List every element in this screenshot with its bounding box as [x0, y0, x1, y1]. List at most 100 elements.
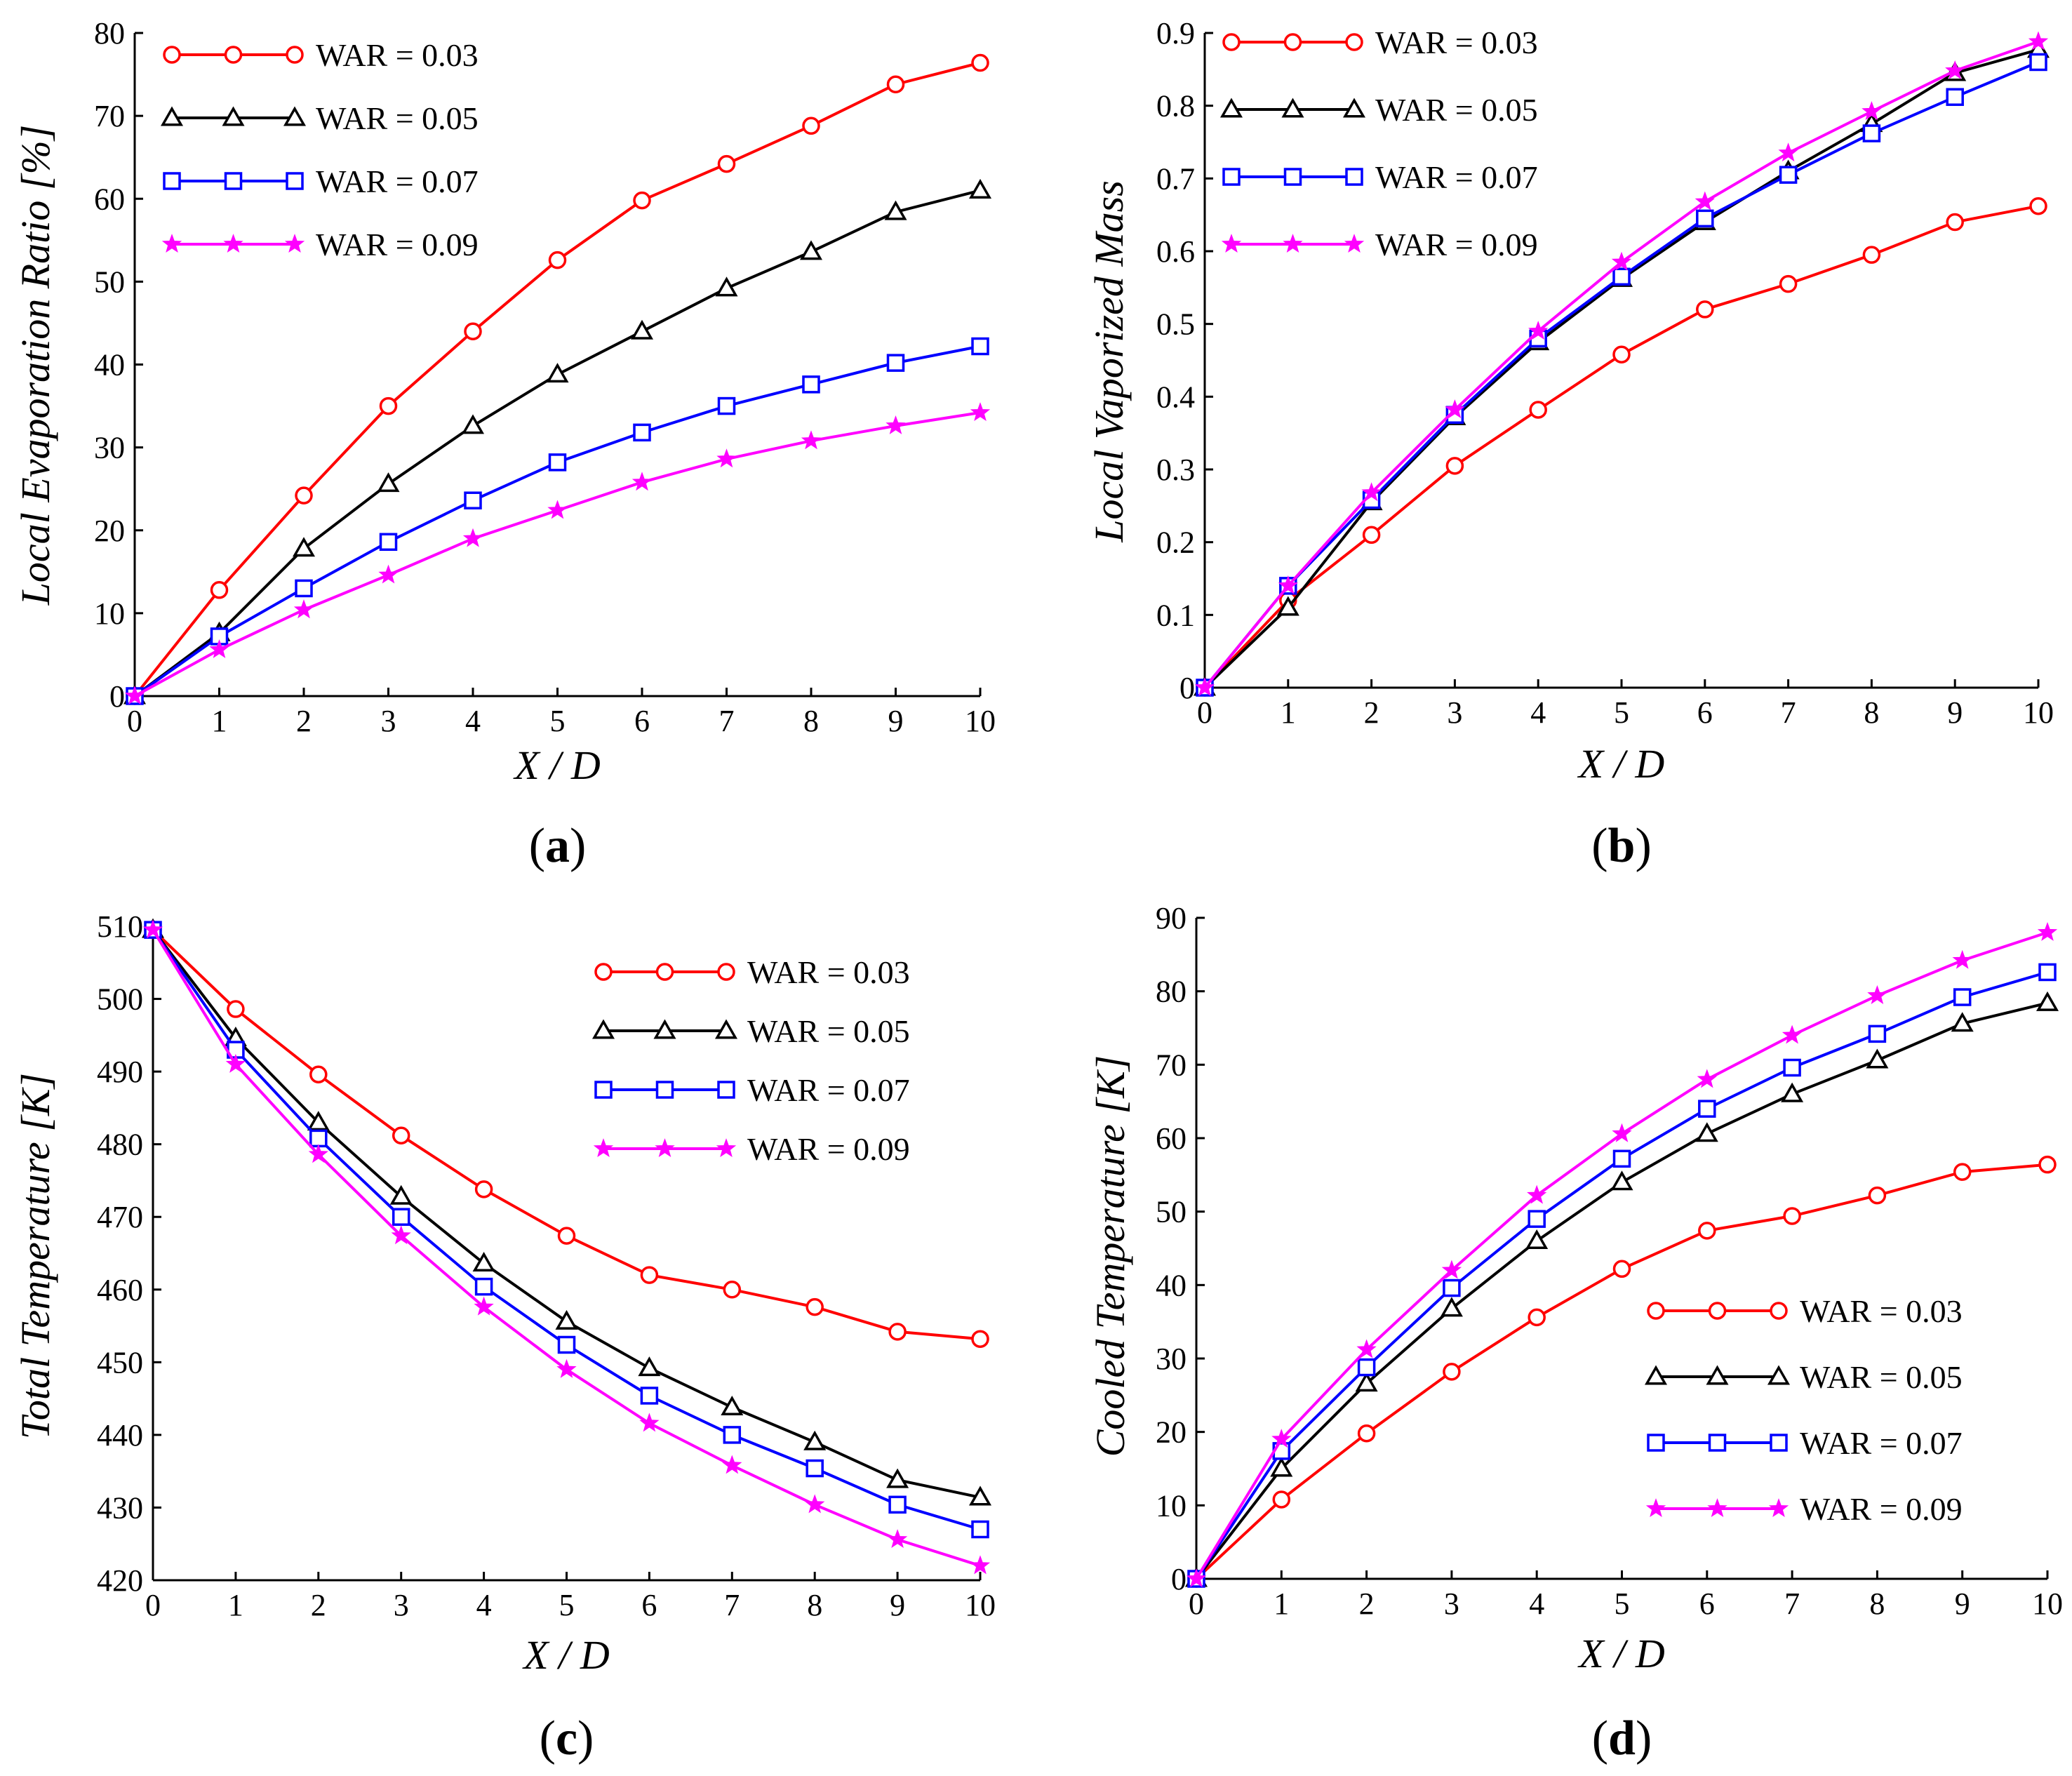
legend-entry: WAR = 0.03 — [1222, 25, 1538, 60]
legend-marker — [1283, 234, 1303, 253]
x-tick-label: 3 — [394, 1588, 409, 1622]
y-tick-label: 460 — [97, 1273, 143, 1307]
legend-marker — [1344, 234, 1365, 253]
data-point — [548, 453, 567, 472]
legend-entry: WAR = 0.03 — [1647, 1293, 1963, 1329]
y-tick-label: 0 — [1171, 1562, 1187, 1596]
data-point — [802, 375, 820, 394]
data-point — [547, 500, 568, 519]
x-tick-label: 2 — [296, 704, 312, 738]
data-point — [723, 1281, 742, 1299]
legend-entry: WAR = 0.05 — [1644, 1359, 1963, 1395]
y-tick-label: 0.5 — [1156, 307, 1195, 342]
data-point — [723, 1426, 742, 1444]
x-axis-title: X / D — [522, 1632, 610, 1678]
data-point — [1867, 984, 1887, 1005]
data-point — [715, 276, 738, 297]
legend-marker — [1708, 1434, 1727, 1452]
data-point — [1355, 1372, 1378, 1392]
y-tick-label: 30 — [94, 431, 125, 465]
data-point — [1612, 1260, 1631, 1278]
y-tick-label: 420 — [97, 1563, 143, 1598]
y-tick-label: 0.6 — [1156, 234, 1195, 269]
series-0.09 — [124, 402, 991, 705]
legend-label: WAR = 0.09 — [1800, 1491, 1963, 1527]
x-tick-label: 5 — [1614, 695, 1629, 730]
data-point — [209, 639, 229, 658]
y-tick-label: 40 — [1156, 1268, 1187, 1302]
x-tick-label: 6 — [641, 1588, 657, 1622]
data-point — [1946, 88, 1964, 106]
data-point — [1953, 988, 1972, 1006]
data-point — [548, 251, 567, 269]
legend-label: WAR = 0.07 — [1375, 159, 1538, 195]
legend-marker — [161, 234, 182, 253]
data-point — [630, 319, 654, 340]
legend-label: WAR = 0.05 — [316, 100, 479, 136]
data-point — [546, 363, 569, 383]
x-tick-label: 9 — [888, 704, 904, 738]
data-point — [379, 396, 398, 415]
x-tick-label: 8 — [1869, 1587, 1885, 1621]
legend-marker — [1219, 98, 1243, 118]
data-point — [1271, 1429, 1292, 1448]
series-0.05 — [1184, 991, 2059, 1587]
legend-entry: WAR = 0.05 — [160, 100, 479, 136]
legend: WAR = 0.03 WAR = 0.05 WAR = 0.07 WAR = 0.09 — [1219, 25, 1538, 262]
data-point — [1527, 1184, 1547, 1204]
y-tick-label: 500 — [97, 982, 143, 1017]
data-point — [631, 472, 653, 491]
data-point — [1778, 142, 1798, 162]
legend-marker — [1647, 1434, 1665, 1452]
legend-marker — [1345, 33, 1363, 51]
data-point — [472, 1251, 495, 1271]
data-point — [378, 564, 399, 584]
data-point — [1862, 246, 1881, 264]
data-point — [392, 1208, 410, 1226]
legend-label: WAR = 0.07 — [1800, 1425, 1963, 1461]
data-point — [1270, 1457, 1293, 1477]
legend-label: WAR = 0.07 — [747, 1072, 910, 1108]
x-tick-label: 3 — [1447, 695, 1462, 730]
y-tick-label: 10 — [94, 596, 125, 631]
data-point — [1612, 1123, 1632, 1142]
y-tick-label: 50 — [1156, 1195, 1187, 1229]
data-point — [806, 1459, 824, 1478]
x-tick-label: 7 — [1784, 1587, 1800, 1621]
legend-marker — [714, 1019, 738, 1039]
legend-entry: WAR = 0.09 — [593, 1131, 910, 1167]
y-tick-label: 0.1 — [1156, 598, 1195, 632]
data-point — [806, 1297, 824, 1316]
x-tick-label: 2 — [311, 1588, 326, 1622]
data-point — [2036, 991, 2059, 1011]
y-tick-label: 0 — [1179, 671, 1195, 705]
data-point — [1445, 399, 1465, 419]
x-tick-label: 4 — [1530, 695, 1546, 730]
data-point — [309, 1129, 328, 1148]
data-point — [1525, 1229, 1549, 1250]
legend-marker — [594, 1081, 613, 1099]
data-point — [888, 1323, 907, 1341]
y-tick-label: 20 — [1156, 1415, 1187, 1450]
data-point — [970, 1555, 991, 1575]
legend-marker — [286, 46, 304, 64]
data-point — [1528, 1308, 1546, 1327]
data-point — [633, 423, 651, 442]
data-point — [1781, 1082, 1804, 1102]
legend-entry: WAR = 0.05 — [1219, 92, 1538, 128]
x-tick-label: 6 — [634, 704, 650, 738]
data-point — [1443, 1363, 1461, 1381]
data-point — [640, 1266, 659, 1284]
legend-marker — [655, 1138, 675, 1158]
panel-label-letter: d — [1608, 1711, 1636, 1765]
panel-label-letter: b — [1608, 819, 1636, 873]
y-tick-label: 0.8 — [1156, 89, 1195, 123]
data-point — [1866, 1048, 1889, 1069]
y-tick-label: 70 — [94, 99, 125, 133]
data-point — [721, 1396, 744, 1416]
chart-panel-a: 0 1 2 3 4 5 6 7 8 9 10 0 10 20 30 40 50 60 70 80 X / D Local … — [13, 16, 996, 873]
data-point — [1695, 191, 1715, 211]
panel-label-open: ( — [1591, 819, 1608, 873]
data-point — [971, 53, 989, 72]
y-tick-label: 0.7 — [1156, 161, 1195, 196]
